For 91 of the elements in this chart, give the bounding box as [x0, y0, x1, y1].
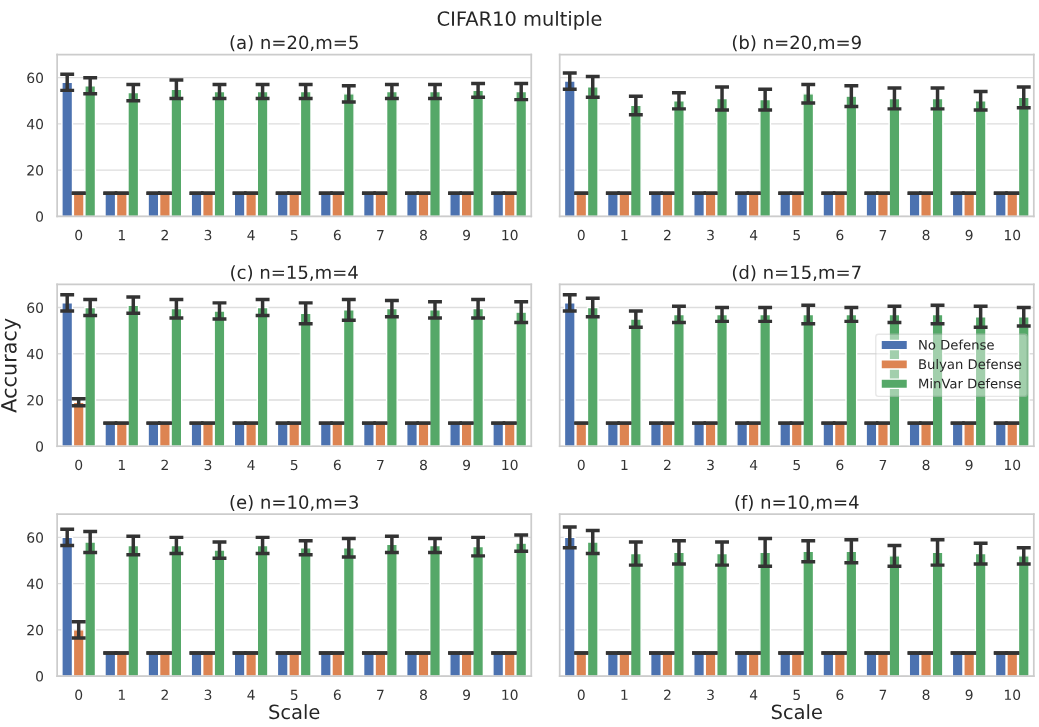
- x-tick-label: 3: [204, 459, 212, 471]
- text: CIFAR10 multiple: [437, 10, 602, 30]
- x-tick-label: 7: [879, 689, 887, 700]
- y-tick-label: 20: [27, 624, 44, 636]
- y-tick-label: 40: [26, 118, 44, 130]
- x-tick-label: 6: [836, 689, 844, 701]
- x-tick-label: 4: [247, 689, 255, 700]
- y-tick-label: 60: [27, 72, 44, 84]
- x-tick-label: 2: [161, 229, 168, 241]
- x-tick-label: 9: [965, 459, 973, 471]
- x-tick-label: 4: [247, 459, 255, 470]
- x-tick-label: 2: [161, 459, 168, 470]
- x-tick-label: 4: [749, 689, 758, 700]
- x-tick-label: 0: [75, 229, 83, 241]
- legend-label: MinVar Defense: [919, 378, 1021, 389]
- x-tick-label: 8: [420, 689, 427, 701]
- x-tick-label: 7: [879, 459, 887, 470]
- x-tick-label: 5: [793, 230, 800, 241]
- x-tick-label: 9: [965, 229, 973, 241]
- x-tick-label: 8: [922, 459, 930, 471]
- x-tick-label: 10: [502, 689, 518, 701]
- x-tick-label: 5: [290, 459, 298, 471]
- x-tick-label: 1: [118, 689, 125, 700]
- x-tick-label: 6: [333, 229, 341, 241]
- x-tick-label: 1: [621, 230, 628, 241]
- x-tick-label: 3: [204, 229, 212, 241]
- x-tick-label: 0: [75, 689, 83, 701]
- x-tick-label: 0: [577, 459, 585, 471]
- x-tick-label: 0: [577, 229, 585, 241]
- chart-title: (c) n=15,m=4: [231, 265, 358, 282]
- x-tick-label: 7: [377, 459, 384, 470]
- x-tick-label: 6: [836, 229, 844, 241]
- x-tick-label: 3: [707, 229, 714, 241]
- chart-title: (b) n=20,m=9: [732, 35, 861, 52]
- x-tick-label: 7: [377, 689, 384, 700]
- x-tick-label: 6: [333, 459, 341, 471]
- x-tick-label: 10: [1004, 459, 1021, 471]
- legend-label: No Defense: [919, 339, 994, 350]
- x-tick-label: 10: [1004, 689, 1021, 701]
- x-tick-label: 4: [749, 459, 758, 470]
- chart-title: (d) n=15,m=7: [732, 265, 861, 282]
- x-tick-label: 7: [879, 230, 887, 241]
- y-tick-label: 40: [26, 348, 44, 360]
- chart-title: (e) n=10,m=3: [230, 494, 358, 512]
- legend-label: Bulyan Defense: [919, 358, 1022, 372]
- x-tick-label: 4: [247, 230, 255, 241]
- y-tick-label: 20: [27, 165, 44, 176]
- y-axis-title: Accuracy: [1, 318, 21, 413]
- x-tick-label: 9: [463, 689, 471, 701]
- x-axis-title: Scale: [269, 704, 320, 720]
- x-axis-title: Scale: [771, 704, 822, 720]
- x-tick-label: 1: [621, 689, 628, 700]
- x-tick-label: 4: [749, 230, 758, 241]
- y-tick-label: 20: [27, 394, 44, 406]
- x-tick-label: 5: [793, 689, 800, 701]
- y-tick-label: 0: [36, 211, 44, 222]
- x-tick-label: 8: [420, 229, 427, 241]
- x-tick-label: 2: [161, 689, 168, 700]
- x-tick-label: 1: [621, 459, 628, 470]
- x-tick-label: 6: [836, 459, 844, 471]
- x-tick-label: 2: [664, 459, 671, 470]
- x-tick-label: 1: [118, 459, 125, 470]
- x-tick-label: 10: [502, 459, 518, 471]
- x-tick-label: 9: [965, 689, 973, 701]
- x-tick-label: 5: [793, 459, 800, 471]
- x-tick-label: 2: [664, 689, 671, 700]
- y-tick-label: 0: [36, 441, 44, 452]
- x-tick-label: 3: [707, 689, 714, 701]
- x-tick-label: 9: [463, 459, 471, 471]
- x-tick-label: 8: [922, 689, 930, 701]
- y-tick-label: 40: [26, 578, 44, 590]
- x-tick-label: 10: [1004, 229, 1021, 241]
- y-tick-label: 60: [27, 302, 44, 313]
- x-tick-label: 3: [204, 689, 212, 701]
- x-tick-label: 0: [75, 459, 83, 471]
- chart-title: (f) n=10,m=4: [735, 494, 859, 512]
- y-tick-label: 60: [27, 532, 44, 543]
- x-tick-label: 3: [707, 459, 714, 471]
- x-tick-label: 1: [118, 230, 125, 241]
- x-tick-label: 7: [377, 230, 384, 241]
- x-tick-label: 2: [664, 229, 671, 241]
- y-tick-label: 0: [36, 671, 44, 682]
- x-tick-label: 10: [502, 229, 518, 241]
- chart-title: (a) n=20,m=5: [230, 35, 358, 52]
- x-tick-label: 9: [463, 229, 471, 241]
- x-tick-label: 0: [577, 689, 585, 701]
- x-tick-label: 5: [290, 689, 298, 701]
- x-tick-label: 8: [922, 229, 930, 241]
- x-tick-label: 8: [420, 459, 427, 471]
- x-tick-label: 5: [290, 230, 298, 241]
- x-tick-label: 6: [333, 689, 341, 701]
